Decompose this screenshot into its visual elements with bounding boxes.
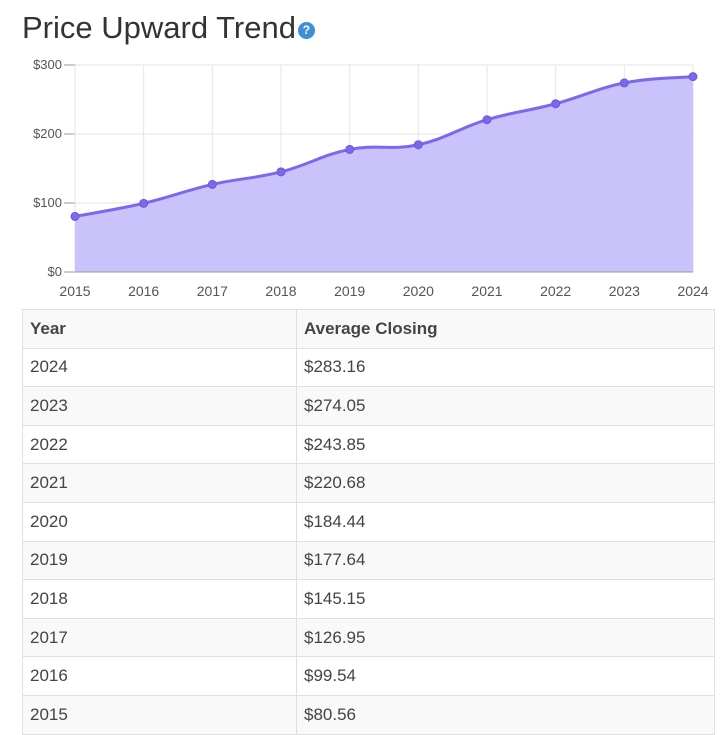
table-row: 2024 $283.16	[22, 347, 715, 388]
data-point[interactable]	[688, 72, 698, 82]
column-header-year: Year	[22, 309, 297, 349]
year-cell: 2019	[22, 540, 297, 581]
data-point[interactable]	[551, 99, 561, 109]
x-tick-label: 2019	[334, 283, 365, 299]
table-row: 2015 $80.56	[22, 694, 715, 735]
closing-cell: $220.68	[296, 463, 715, 503]
page-title: Price Upward Trend?	[22, 10, 315, 46]
x-tick-label: 2018	[265, 283, 296, 299]
closing-cell: $274.05	[296, 386, 715, 426]
year-cell: 2018	[22, 579, 297, 619]
closing-cell: $80.56	[296, 694, 715, 735]
chart-title: Price Upward Trend	[22, 10, 296, 45]
year-cell: 2024	[22, 347, 297, 388]
data-point[interactable]	[345, 144, 355, 154]
y-tick-label: $300	[33, 57, 62, 72]
table-row: 2022 $243.85	[22, 424, 715, 465]
data-point[interactable]	[413, 140, 423, 150]
x-tick-label: 2022	[540, 283, 571, 299]
data-point[interactable]	[139, 198, 149, 208]
closing-cell: $126.95	[296, 617, 715, 658]
year-cell: 2023	[22, 386, 297, 426]
data-point[interactable]	[619, 78, 629, 88]
x-tick-label: 2016	[128, 283, 159, 299]
x-tick-label: 2021	[471, 283, 502, 299]
table-row: 2021 $220.68	[22, 463, 715, 503]
price-trend-chart: $0 $100 $200 $300 2015 2016 2017 2018 2019 2020 20…	[33, 57, 709, 299]
closing-cell: $184.44	[296, 501, 715, 542]
closing-cell: $283.16	[296, 347, 715, 388]
series-line	[74, 75, 694, 218]
column-header-average-closing: Average Closing	[296, 309, 715, 349]
help-icon[interactable]: ?	[297, 21, 315, 39]
x-tick-label: 2023	[609, 283, 640, 299]
table-header-row: Year Average Closing	[22, 309, 715, 349]
table-row: 2020 $184.44	[22, 501, 715, 542]
y-tick-label: $0	[48, 264, 62, 279]
closing-cell: $145.15	[296, 579, 715, 619]
table-row: 2019 $177.64	[22, 540, 715, 581]
closing-cell: $99.54	[296, 656, 715, 696]
year-cell: 2017	[22, 617, 297, 658]
data-point[interactable]	[70, 211, 80, 221]
closing-cell: $177.64	[296, 540, 715, 581]
year-cell: 2020	[22, 501, 297, 542]
series-area	[75, 76, 693, 272]
year-cell: 2022	[22, 424, 297, 465]
data-point[interactable]	[482, 115, 492, 125]
y-tick-label: $200	[33, 126, 62, 141]
x-tick-label: 2020	[403, 283, 434, 299]
table-row: 2016 $99.54	[22, 656, 715, 696]
year-cell: 2016	[22, 656, 297, 696]
year-cell: 2021	[22, 463, 297, 503]
data-point[interactable]	[207, 179, 217, 189]
table-row: 2018 $145.15	[22, 579, 715, 619]
data-point[interactable]	[276, 167, 286, 177]
x-tick-label: 2024	[677, 283, 708, 299]
price-table: Year Average Closing 2024 $283.16 2023 $27…	[22, 309, 715, 735]
year-cell: 2015	[22, 694, 297, 735]
table-row: 2023 $274.05	[22, 386, 715, 426]
closing-cell: $243.85	[296, 424, 715, 465]
x-tick-label: 2017	[197, 283, 228, 299]
y-tick-label: $100	[33, 195, 62, 210]
x-tick-label: 2015	[59, 283, 90, 299]
table-row: 2017 $126.95	[22, 617, 715, 658]
